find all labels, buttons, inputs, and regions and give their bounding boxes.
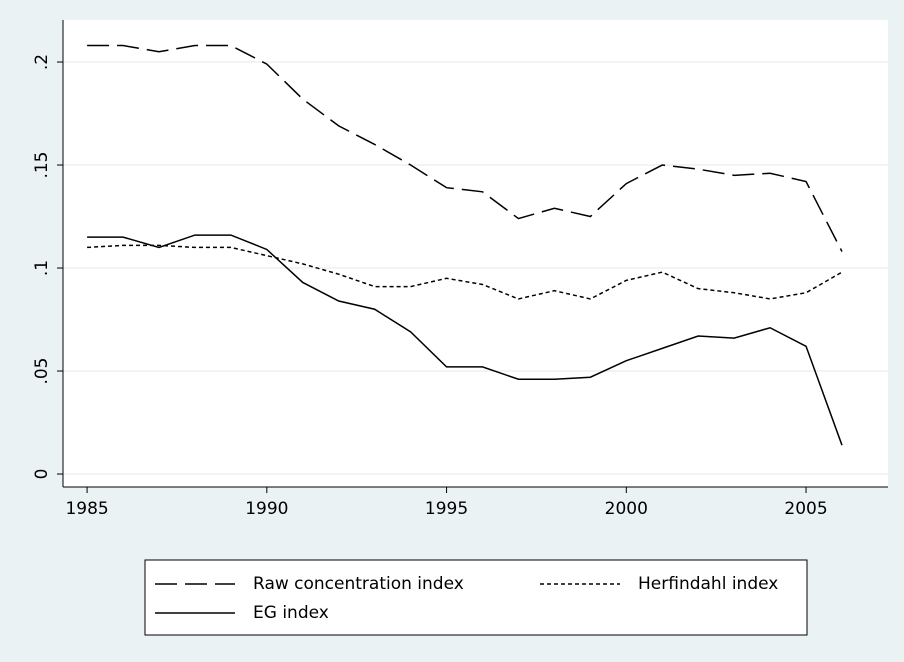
line-series: [87, 234, 843, 446]
y-tick-label: .15: [32, 151, 52, 178]
legend-label: EG index: [253, 603, 329, 623]
legend-label: Herfindahl index: [638, 574, 778, 594]
x-tick-label: 2000: [605, 499, 648, 519]
legend-box: [144, 559, 808, 636]
x-tick-label: 1985: [65, 499, 108, 519]
line-series: [87, 44, 843, 252]
y-tick-label: .05: [32, 357, 52, 384]
x-tick-label: 1995: [425, 499, 468, 519]
plot-area: [63, 20, 888, 487]
y-tick-label: .2: [32, 54, 52, 70]
y-tick-label: 0: [32, 469, 52, 480]
x-tick-label: 2005: [784, 499, 827, 519]
x-tick-label: 1990: [245, 499, 288, 519]
legend-label: Raw concentration index: [253, 574, 464, 594]
y-tick-label: .1: [32, 260, 52, 276]
